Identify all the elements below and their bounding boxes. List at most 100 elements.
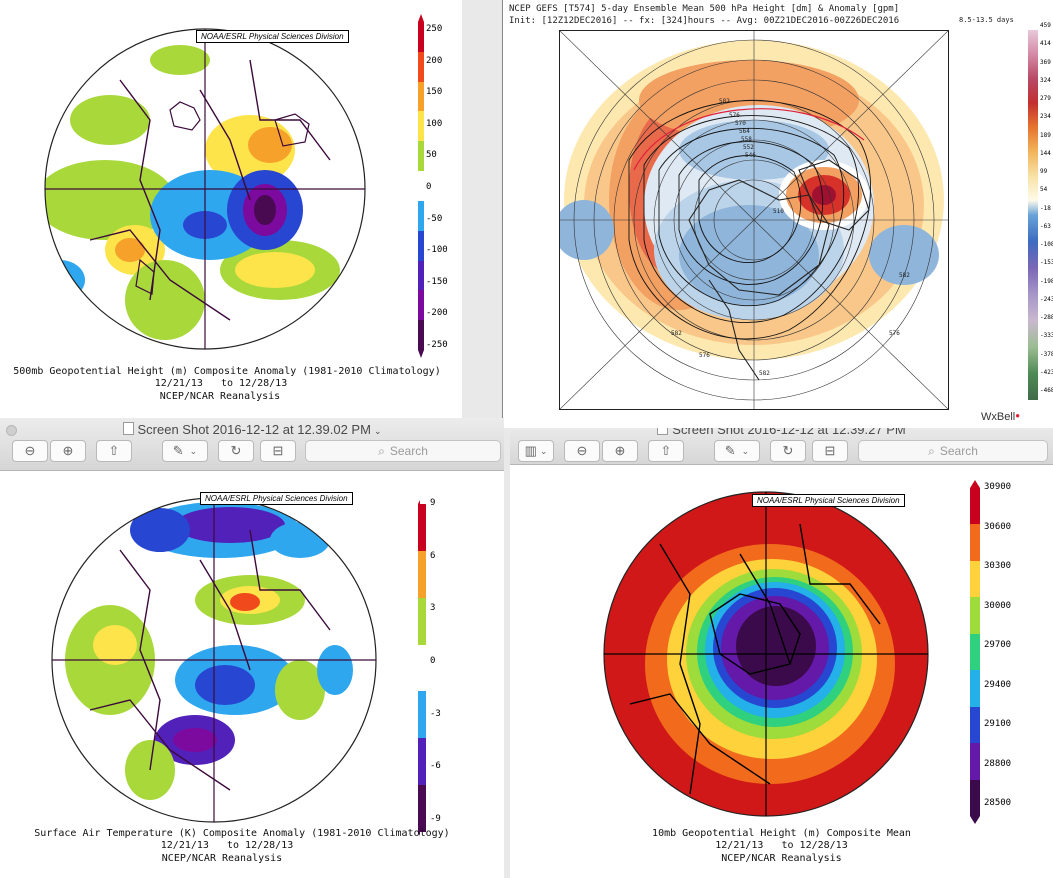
share-button[interactable]: ⇧: [96, 440, 132, 462]
colorbar-tick-label: -250: [426, 340, 448, 350]
colorbar-tick-label: 459: [1040, 22, 1051, 29]
colorbar-segment: [418, 504, 426, 551]
markup-button[interactable]: ✎ ⌄: [162, 440, 208, 462]
colorbar-tick-label: 369: [1040, 58, 1051, 66]
contour-label: 510: [773, 208, 784, 215]
colorbar-segment: [418, 290, 424, 321]
document-icon: [657, 428, 669, 435]
panel-gefs-500hpa: NCEP GEFS [T574] 5-day Ensemble Mean 500…: [502, 0, 1053, 428]
markup-button[interactable]: ✎ ⌄: [714, 440, 760, 462]
search-placeholder: Search: [939, 444, 978, 458]
colorbar-tick-label: 29100: [984, 719, 1012, 729]
zoom-in-icon: ⊕: [614, 443, 626, 458]
caption-dates: 12/21/13 to 12/28/13: [154, 378, 288, 389]
zoom-out-button[interactable]: ⊖: [564, 440, 600, 462]
search-placeholder: Search: [389, 444, 428, 458]
colorbar-tick-label: -100: [426, 245, 448, 256]
colorbar-tick-label: 3: [430, 603, 436, 614]
colorbar-segment: [418, 738, 426, 786]
zoom-in-icon: ⊕: [62, 443, 74, 458]
caption-source: NCEP/NCAR Reanalysis: [161, 853, 283, 864]
colorbar-tick-label: 54: [1040, 186, 1048, 194]
colorbar-segment: [418, 644, 426, 692]
colorbar-tick-label: 30300: [984, 561, 1012, 571]
colorbar-tick-label: 324: [1040, 76, 1051, 84]
search-field[interactable]: ⌕ Search: [858, 440, 1048, 462]
caption-title: 500mb Geopotential Height (m) Composite …: [13, 366, 441, 377]
colorbar-segment: [418, 111, 424, 142]
rotate-button[interactable]: ↻: [770, 440, 806, 462]
zoom-out-button[interactable]: ⊖: [12, 440, 48, 462]
share-icon: ⇧: [660, 443, 672, 458]
contour-label: 546: [745, 152, 756, 159]
toolbox-button[interactable]: ⊟: [812, 440, 848, 462]
window-toolbar: Screen Shot 2016-12-12 at 12.39.27 PM ▥ ⌄…: [510, 428, 1053, 465]
map-10mb-height: [603, 491, 929, 817]
scale-bar: [1028, 30, 1038, 400]
colorbar-tick-label: -18: [1040, 204, 1051, 212]
colorbar-tick-label: -63: [1040, 222, 1051, 230]
scale-labels: 459 414 369 324 279 234 189 144 99 54 -18 -63 -108 -1…: [1040, 22, 1053, 400]
colorbar-labels: 250 200 150 100 50 0 -50 -100 -150 -200 -250: [426, 24, 456, 358]
colorbar-segment: [970, 670, 980, 707]
window-title-text: Screen Shot 2016-12-12 at 12.39.27 PM: [672, 428, 906, 437]
colorbar-tick-label: 50: [426, 150, 437, 161]
pen-icon: ✎: [724, 443, 736, 458]
colorbar-segment: [970, 524, 980, 561]
colorbar-tick-label: 150: [426, 87, 443, 98]
colorbar-labels: 30900 30600 30300 30000 29700 29400 29100 28800…: [984, 482, 1034, 816]
credit-label: NOAA/ESRL Physical Sciences Division: [200, 492, 353, 505]
colorbar-tick-label: -333: [1040, 332, 1053, 340]
colorbar-tick-label: 99: [1040, 168, 1048, 175]
colorbar-segment: [418, 81, 424, 112]
toolbox-icon: ⊟: [272, 443, 284, 458]
window-left: Screen Shot 2016-12-12 at 12.39.02 PM ⌄ ⊖…: [0, 418, 504, 878]
colorbar-segment: [418, 51, 424, 82]
colorbar-bottom-arrow: [418, 350, 424, 358]
caption-dates: 12/21/13 to 12/28/13: [715, 840, 848, 851]
chevron-down-icon[interactable]: ⌄: [373, 426, 382, 436]
colorbar-tick-label: -468: [1040, 387, 1053, 394]
rotate-button[interactable]: ↻: [218, 440, 254, 462]
zoom-in-button[interactable]: ⊕: [50, 440, 86, 462]
colorbar-segment: [418, 230, 424, 261]
contour-label: 570: [735, 120, 746, 127]
credit-label: NOAA/ESRL Physical Sciences Division: [196, 30, 349, 43]
colorbar-tick-label: -3: [430, 708, 441, 719]
contour-label: 576: [699, 352, 710, 359]
map-surface-temp: [51, 497, 420, 836]
window-title: Screen Shot 2016-12-12 at 12.39.02 PM ⌄: [0, 422, 504, 437]
colorbar-tick-label: 30900: [984, 482, 1012, 492]
colorbar-segment: [970, 597, 980, 634]
rotate-icon: ↻: [230, 443, 242, 458]
header-title: NCEP GEFS [T574] 5-day Ensemble Mean 500…: [509, 4, 900, 14]
window-title-text: Screen Shot 2016-12-12 at 12.39.02 PM: [137, 422, 371, 437]
sidebar-toggle-button[interactable]: ▥ ⌄: [518, 440, 554, 462]
zoom-in-button[interactable]: ⊕: [602, 440, 638, 462]
colorbar-tick-label: -9: [430, 814, 441, 824]
share-button[interactable]: ⇧: [648, 440, 684, 462]
document-icon: [122, 422, 134, 435]
close-window-button[interactable]: [6, 425, 17, 436]
colorbar-segment: [970, 706, 980, 744]
sidebar-icon: ▥: [524, 443, 537, 458]
caption-title: Surface Air Temperature (K) Composite An…: [34, 828, 450, 839]
colorbar-arrows: [970, 480, 980, 824]
colorbar-segment: [418, 785, 426, 833]
window-title: Screen Shot 2016-12-12 at 12.39.27 PM: [510, 428, 1053, 437]
colorbar-segment: [970, 633, 980, 671]
colorbar-tick-label: -150: [426, 276, 448, 287]
caption-dates: 12/21/13 to 12/28/13: [160, 840, 294, 851]
colorbar-tick-label: 0: [426, 182, 432, 192]
chevron-down-icon: ⌄: [189, 445, 198, 456]
caption-source: NCEP/NCAR Reanalysis: [159, 391, 281, 402]
colorbar-segment: [418, 320, 424, 350]
wxbell-logo: WxBell●: [981, 411, 1021, 423]
colorbar-segment: [418, 260, 424, 291]
colorbar-top-arrow: [418, 14, 424, 22]
toolbox-button[interactable]: ⊟: [260, 440, 296, 462]
search-field[interactable]: ⌕ Search: [305, 440, 501, 462]
share-icon: ⇧: [108, 443, 120, 458]
chevron-down-icon: ⌄: [741, 445, 750, 456]
contour-label: 558: [741, 136, 752, 143]
